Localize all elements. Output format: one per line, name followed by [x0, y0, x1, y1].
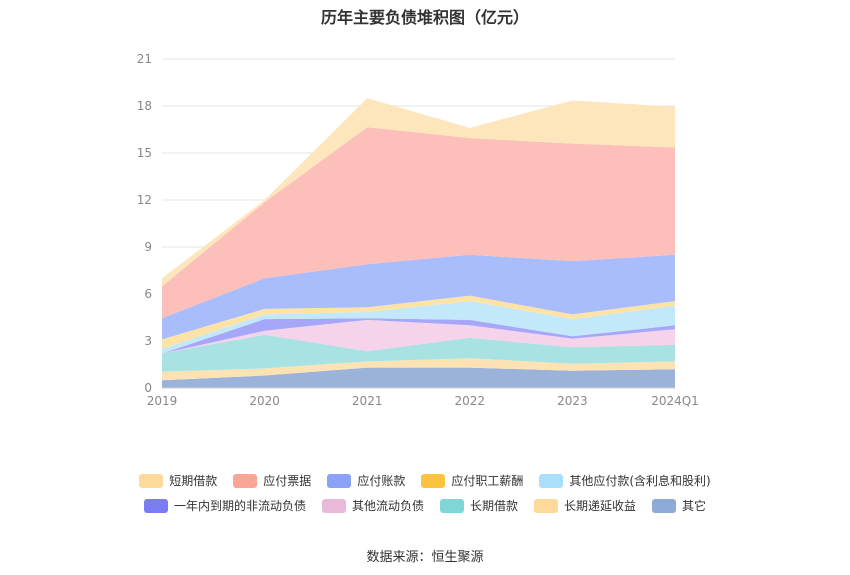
series-area-其它 — [162, 367, 675, 388]
legend-item[interactable]: 短期借款 — [139, 472, 217, 489]
chart-title: 历年主要负债堆积图（亿元） — [320, 8, 529, 27]
legend-swatch — [321, 498, 346, 513]
x-tick-label: 2023 — [557, 394, 588, 408]
legend-item[interactable]: 应付票据 — [233, 472, 311, 489]
legend-label: 其他流动负债 — [351, 499, 424, 513]
legend-item[interactable]: 应付职工薪酬 — [421, 472, 523, 489]
legend-swatch — [139, 473, 164, 488]
legend: 短期借款 应付票据 应付账款 应付职工薪酬 其他应付款(含利息和股利) 一年内到期的非流… — [100, 472, 750, 522]
x-tick-label: 2021 — [352, 394, 383, 408]
y-tick-label: 9 — [144, 240, 152, 254]
y-tick-label: 15 — [137, 146, 152, 160]
x-tick-label: 2020 — [249, 394, 280, 408]
y-tick-label: 21 — [137, 52, 152, 66]
series-area-应付账款 — [162, 254, 675, 340]
x-tick-label: 2019 — [147, 394, 178, 408]
y-tick-label: 18 — [137, 99, 152, 113]
legend-swatch — [421, 473, 446, 488]
y-tick-label: 12 — [137, 193, 152, 207]
y-tick-label: 6 — [144, 287, 152, 301]
legend-swatch — [143, 498, 168, 513]
series-area-应付职工薪酬 — [162, 295, 675, 349]
legend-swatch — [327, 473, 352, 488]
series-area-应付票据 — [162, 127, 675, 319]
legend-swatch — [534, 498, 558, 513]
legend-swatch — [439, 498, 464, 513]
series-area-长期递延收益 — [162, 358, 675, 381]
legend-label: 一年内到期的非流动负债 — [173, 499, 306, 513]
x-tick-label: 2022 — [455, 394, 486, 408]
legend-row-2: 一年内到期的非流动负债 其他流动负债 长期借款 长期递延收益 其它 — [100, 497, 750, 514]
series-area-其他应付款(含利息和股利) — [162, 301, 675, 354]
legend-label: 应付职工薪酬 — [451, 474, 524, 488]
legend-label: 应付票据 — [263, 474, 312, 488]
legend-label: 长期借款 — [469, 499, 518, 513]
x-tick-label: 2024Q1 — [651, 394, 699, 408]
y-tick-label: 3 — [144, 334, 152, 348]
series-area-其他流动负债 — [162, 319, 675, 354]
legend-item[interactable]: 其他应付款(含利息和股利) — [539, 472, 711, 489]
series-area-短期借款 — [162, 98, 675, 287]
legend-label: 长期递延收益 — [564, 499, 637, 513]
legend-label: 短期借款 — [169, 474, 218, 488]
legend-item[interactable]: 其他流动负债 — [321, 497, 424, 514]
legend-item[interactable]: 其它 — [652, 497, 706, 514]
legend-item[interactable]: 应付账款 — [327, 472, 405, 489]
data-source: 数据来源：恒生聚源 — [366, 550, 484, 565]
legend-swatch — [233, 473, 258, 488]
legend-item[interactable]: 一年内到期的非流动负债 — [143, 497, 306, 514]
legend-item[interactable]: 长期递延收益 — [534, 497, 636, 514]
series-area-长期借款 — [162, 334, 675, 372]
legend-label: 应付账款 — [357, 474, 406, 488]
series-area-一年内到期的非流动负债 — [162, 318, 675, 354]
legend-item[interactable]: 长期借款 — [439, 497, 518, 514]
legend-swatch — [652, 498, 677, 513]
legend-label: 其它 — [682, 499, 707, 513]
legend-swatch — [539, 473, 564, 488]
legend-row-1: 短期借款 应付票据 应付账款 应付职工薪酬 其他应付款(含利息和股利) — [100, 472, 750, 489]
stacked-area-chart: 0 3 6 9 12 15 18 21 2019 2020 2021 2022 2023 2024Q1 — [137, 52, 699, 408]
y-tick-label: 0 — [144, 381, 152, 395]
legend-label: 其他应付款(含利息和股利) — [569, 474, 711, 488]
